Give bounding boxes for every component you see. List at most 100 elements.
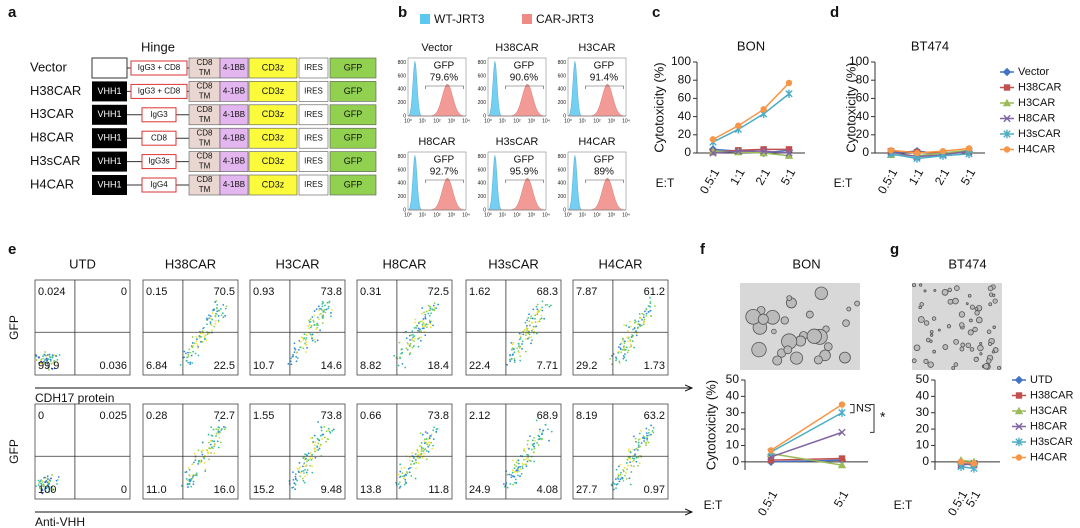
event-dot	[403, 477, 406, 480]
event-dot	[321, 305, 324, 308]
event-dot	[302, 457, 305, 460]
event-dot	[399, 463, 402, 466]
event-dot	[206, 318, 209, 321]
x-tick-label: 1:1	[906, 166, 927, 188]
y-tick-label: 20	[726, 421, 740, 435]
legend-marker	[1002, 67, 1012, 77]
series-line	[712, 82, 790, 141]
cell	[917, 316, 925, 323]
ires-label: IRES	[304, 157, 323, 166]
event-dot	[195, 474, 198, 477]
event-dot	[515, 482, 518, 485]
data-point	[1015, 437, 1023, 447]
event-dot	[314, 441, 317, 443]
event-dot	[193, 342, 196, 345]
event-dot	[516, 468, 519, 471]
event-dot	[527, 439, 529, 442]
cd3-box	[248, 151, 298, 172]
event-dot	[309, 464, 311, 467]
event-dot	[630, 336, 633, 338]
gate-percent: 95.9%	[510, 167, 538, 178]
event-dot	[210, 452, 212, 454]
event-dot	[321, 322, 324, 324]
event-dot	[187, 483, 189, 486]
event-dot	[304, 465, 307, 468]
event-dot	[297, 348, 300, 351]
event-dot	[622, 470, 625, 473]
data-point	[785, 146, 793, 153]
event-dot	[218, 433, 220, 436]
event-dot	[187, 467, 190, 469]
flow-plot	[572, 403, 669, 500]
event-dot	[47, 368, 50, 371]
event-dot	[201, 449, 204, 452]
event-dot	[49, 479, 52, 482]
event-dot	[203, 336, 206, 339]
event-dot	[427, 312, 430, 315]
event-dot	[528, 333, 531, 336]
event-dot	[629, 483, 632, 486]
event-dot	[50, 486, 53, 489]
event-dot	[435, 430, 438, 433]
data-point	[957, 458, 965, 466]
hinge-box	[130, 60, 188, 76]
y-tick-label: 400	[398, 87, 407, 93]
event-dot	[632, 448, 634, 451]
cell	[919, 283, 923, 287]
event-dot	[634, 437, 637, 440]
event-dot	[306, 464, 308, 467]
y-tick-label: 800	[398, 154, 407, 160]
x-tick-label: 0.5:1	[755, 488, 781, 518]
event-dot	[204, 470, 207, 472]
event-dot	[208, 314, 210, 317]
event-dot	[422, 327, 425, 330]
event-dot	[511, 348, 513, 351]
event-dot	[649, 309, 652, 312]
costim-box	[219, 81, 249, 102]
event-dot	[420, 445, 423, 448]
data-point	[709, 149, 717, 157]
histogram-title: H8CAR	[418, 136, 455, 148]
quadrant-value: 0.93	[253, 286, 274, 298]
event-dot	[210, 323, 213, 326]
x-tick-label: 10²	[433, 212, 441, 218]
event-dot	[411, 333, 414, 336]
event-dot	[41, 489, 44, 492]
event-dot	[421, 323, 424, 326]
event-dot	[425, 438, 428, 440]
y-tick-label: 800	[478, 60, 487, 66]
event-dot	[45, 480, 48, 482]
event-dot	[415, 467, 417, 470]
vhh-label: VHH1	[97, 86, 121, 96]
event-dot	[312, 319, 315, 322]
y-tick-label: 800	[558, 60, 567, 66]
quadrant-value: 68.9	[537, 410, 558, 422]
event-dot	[531, 328, 534, 331]
event-dot	[305, 333, 308, 336]
event-dot	[200, 460, 203, 463]
y-tick-label: 10	[726, 438, 740, 452]
event-dot	[437, 303, 440, 306]
gate-percent: 92.7%	[430, 167, 458, 178]
event-dot	[405, 347, 408, 350]
event-dot	[421, 433, 424, 436]
quadrant-value: 0.97	[644, 484, 665, 496]
event-dot	[524, 463, 527, 466]
event-dot	[298, 339, 301, 342]
event-dot	[305, 457, 307, 460]
cell	[992, 325, 996, 329]
event-dot	[403, 475, 406, 477]
cd3-label: CD3z	[262, 133, 285, 143]
gate-label: GFP	[434, 155, 455, 166]
x-tick-label: 10¹	[579, 118, 587, 124]
y-tick-label: 400	[558, 181, 567, 187]
event-dot	[435, 307, 438, 310]
event-dot	[641, 318, 643, 321]
series-line	[890, 153, 970, 160]
event-dot	[432, 438, 435, 441]
event-dot	[329, 432, 332, 434]
event-dot	[401, 362, 404, 365]
event-dot	[191, 336, 194, 338]
event-dot	[619, 347, 622, 350]
quadrant-value: 1.55	[253, 410, 274, 422]
